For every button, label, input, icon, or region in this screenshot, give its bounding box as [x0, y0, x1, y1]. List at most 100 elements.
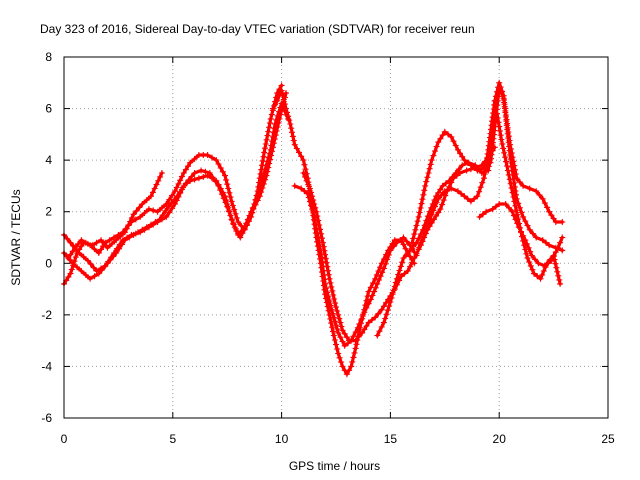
series-d	[61, 90, 289, 282]
data-point-marker	[417, 205, 424, 211]
data-point-marker	[276, 115, 283, 122]
data-point-marker	[329, 310, 336, 317]
data-point-marker	[352, 345, 359, 352]
data-point-marker	[534, 273, 541, 280]
data-point-marker	[494, 115, 501, 121]
data-point-marker	[518, 209, 525, 216]
data-point-marker	[490, 110, 497, 117]
data-point-marker	[314, 213, 321, 220]
data-point-marker	[177, 177, 184, 184]
y-tick-label: -6	[41, 411, 52, 425]
data-point-marker	[270, 140, 277, 147]
data-point-marker	[233, 214, 240, 221]
data-point-marker	[418, 200, 425, 207]
data-point-marker	[437, 135, 444, 142]
data-point-marker	[219, 168, 226, 175]
data-point-marker	[375, 268, 382, 274]
data-point-marker	[361, 309, 368, 316]
data-point-marker	[145, 206, 152, 213]
data-point-marker	[225, 208, 232, 215]
data-point-marker	[449, 173, 456, 180]
data-point-marker	[247, 213, 253, 220]
data-point-marker	[76, 250, 83, 256]
data-point-marker	[104, 260, 111, 267]
data-point-marker	[402, 245, 409, 252]
data-point-marker	[498, 136, 505, 143]
data-point-marker	[504, 124, 511, 131]
data-point-marker	[476, 188, 483, 195]
data-point-marker	[271, 136, 278, 143]
data-point-marker	[523, 240, 530, 247]
data-point-marker	[359, 313, 366, 320]
data-point-marker	[305, 181, 312, 188]
data-point-marker	[392, 279, 399, 286]
data-point-marker	[67, 270, 74, 277]
data-point-marker	[384, 256, 391, 263]
data-point-marker	[65, 274, 72, 280]
data-point-marker	[450, 138, 457, 145]
data-point-marker	[545, 260, 552, 267]
data-point-marker	[327, 279, 334, 286]
data-point-marker	[365, 319, 372, 326]
data-point-marker	[254, 197, 261, 204]
data-point-marker	[461, 157, 468, 164]
data-point-marker	[324, 289, 331, 296]
data-point-marker	[522, 218, 529, 225]
data-point-marker	[310, 197, 317, 204]
data-point-marker	[322, 251, 329, 258]
series-j	[415, 97, 564, 287]
data-point-marker	[506, 204, 512, 211]
data-point-marker	[139, 226, 146, 233]
data-point-marker	[428, 211, 435, 218]
data-point-marker	[430, 207, 437, 214]
data-point-marker	[432, 203, 438, 210]
data-point-marker	[380, 319, 387, 326]
data-point-marker	[334, 346, 341, 352]
data-point-marker	[130, 211, 137, 218]
data-point-marker	[200, 173, 207, 180]
data-point-marker	[461, 193, 468, 200]
data-point-marker	[435, 195, 442, 202]
data-point-marker	[269, 105, 276, 112]
data-point-marker	[499, 140, 506, 147]
data-point-marker	[464, 159, 471, 166]
data-point-marker	[506, 176, 513, 183]
data-point-marker	[403, 251, 410, 258]
data-point-marker	[66, 256, 73, 263]
data-point-marker	[400, 234, 407, 241]
data-point-marker	[457, 150, 463, 157]
data-point-marker	[309, 193, 316, 200]
data-point-marker	[336, 354, 343, 361]
data-point-marker	[372, 314, 379, 321]
data-point-marker	[303, 177, 310, 184]
data-point-marker	[168, 200, 175, 207]
data-point-marker	[296, 149, 302, 156]
data-point-marker	[231, 206, 238, 213]
data-point-marker	[72, 254, 79, 261]
data-point-marker	[323, 259, 330, 266]
data-point-marker	[533, 234, 540, 241]
data-point-marker	[156, 216, 163, 223]
data-point-marker	[108, 240, 115, 247]
data-point-marker	[540, 268, 547, 274]
data-point-marker	[509, 208, 516, 215]
data-point-marker	[314, 229, 321, 236]
data-point-marker	[395, 271, 402, 278]
data-point-marker	[425, 170, 432, 176]
data-point-marker	[262, 176, 269, 183]
series-f	[291, 182, 420, 349]
data-point-marker	[423, 224, 430, 231]
data-point-marker	[508, 185, 515, 192]
data-point-marker	[397, 263, 404, 270]
data-point-marker	[388, 295, 395, 302]
data-point-marker	[536, 192, 543, 198]
data-point-marker	[101, 263, 108, 270]
y-tick-label: 8	[45, 50, 52, 64]
data-point-marker	[541, 262, 548, 269]
data-point-marker	[276, 92, 283, 99]
data-point-marker	[317, 226, 324, 233]
data-point-marker	[333, 341, 339, 348]
data-point-marker	[526, 259, 533, 265]
data-point-marker	[467, 162, 474, 169]
data-point-marker	[537, 275, 544, 282]
